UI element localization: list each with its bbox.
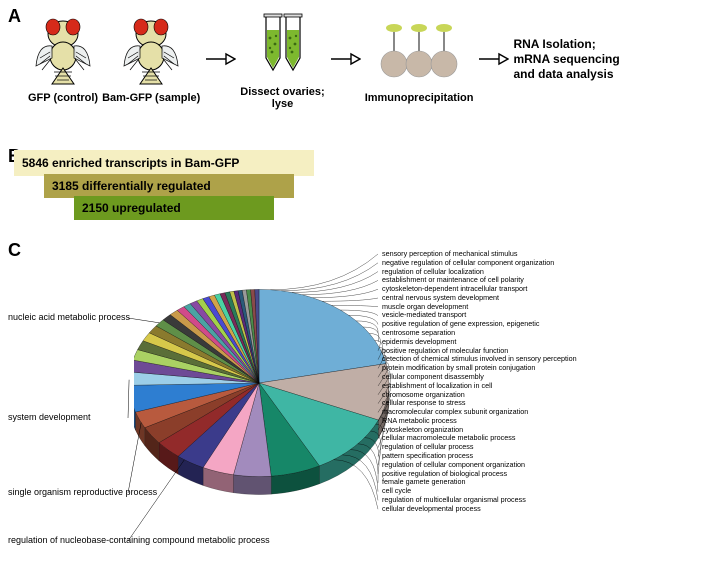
pie-right-label: cellular developmental process — [382, 505, 577, 514]
arrow-icon — [477, 49, 509, 69]
right-labels: sensory perception of mechanical stimulu… — [382, 250, 577, 513]
bar-text: 3185 differentially regulated — [52, 179, 211, 193]
arrow-icon — [329, 49, 361, 69]
tubes-label: Dissect ovaries; lyse — [240, 86, 324, 110]
tube-icon — [252, 8, 312, 84]
workflow-row: GFP (control) Bam-GFP — [28, 8, 696, 110]
bar-enriched: 5846 enriched transcripts in Bam-GFP — [14, 150, 314, 176]
ip-label: Immunoprecipitation — [365, 92, 474, 104]
panel-a: GFP (control) Bam-GFP — [14, 8, 696, 138]
pie-chart — [134, 248, 414, 543]
fly-sample-label: Bam-GFP (sample) — [102, 92, 200, 104]
panel-b: 5846 enriched transcripts in Bam-GFP 318… — [14, 150, 344, 220]
ip-icon — [374, 14, 464, 90]
fly-icon — [32, 14, 94, 90]
pie-left-label: system development — [8, 413, 91, 423]
pie-left-label: regulation of nucleobase-containing comp… — [8, 536, 270, 546]
pie-left-label: nucleic acid metabolic process — [8, 313, 130, 323]
bar-upreg: 2150 upregulated — [74, 196, 274, 220]
analysis-step: RNA Isolation; mRNA sequencing and data … — [513, 37, 619, 82]
ip-step: Immunoprecipitation — [365, 14, 474, 104]
bar-diffreg: 3185 differentially regulated — [44, 174, 294, 198]
pie-right-label: female gamete generation — [382, 478, 577, 487]
fly-sample: Bam-GFP (sample) — [102, 14, 200, 104]
bar-text: 5846 enriched transcripts in Bam-GFP — [22, 156, 239, 170]
fly-icon — [120, 14, 182, 90]
panel-c: sensory perception of mechanical stimulu… — [4, 238, 704, 568]
arrow-icon — [204, 49, 236, 69]
pie-left-label: single organism reproductive process — [8, 488, 157, 498]
tubes-step: Dissect ovaries; lyse — [240, 8, 324, 110]
fly-control-label: GFP (control) — [28, 92, 98, 104]
bar-text: 2150 upregulated — [82, 201, 181, 215]
pie-svg — [134, 248, 414, 538]
fly-control: GFP (control) — [28, 14, 98, 104]
